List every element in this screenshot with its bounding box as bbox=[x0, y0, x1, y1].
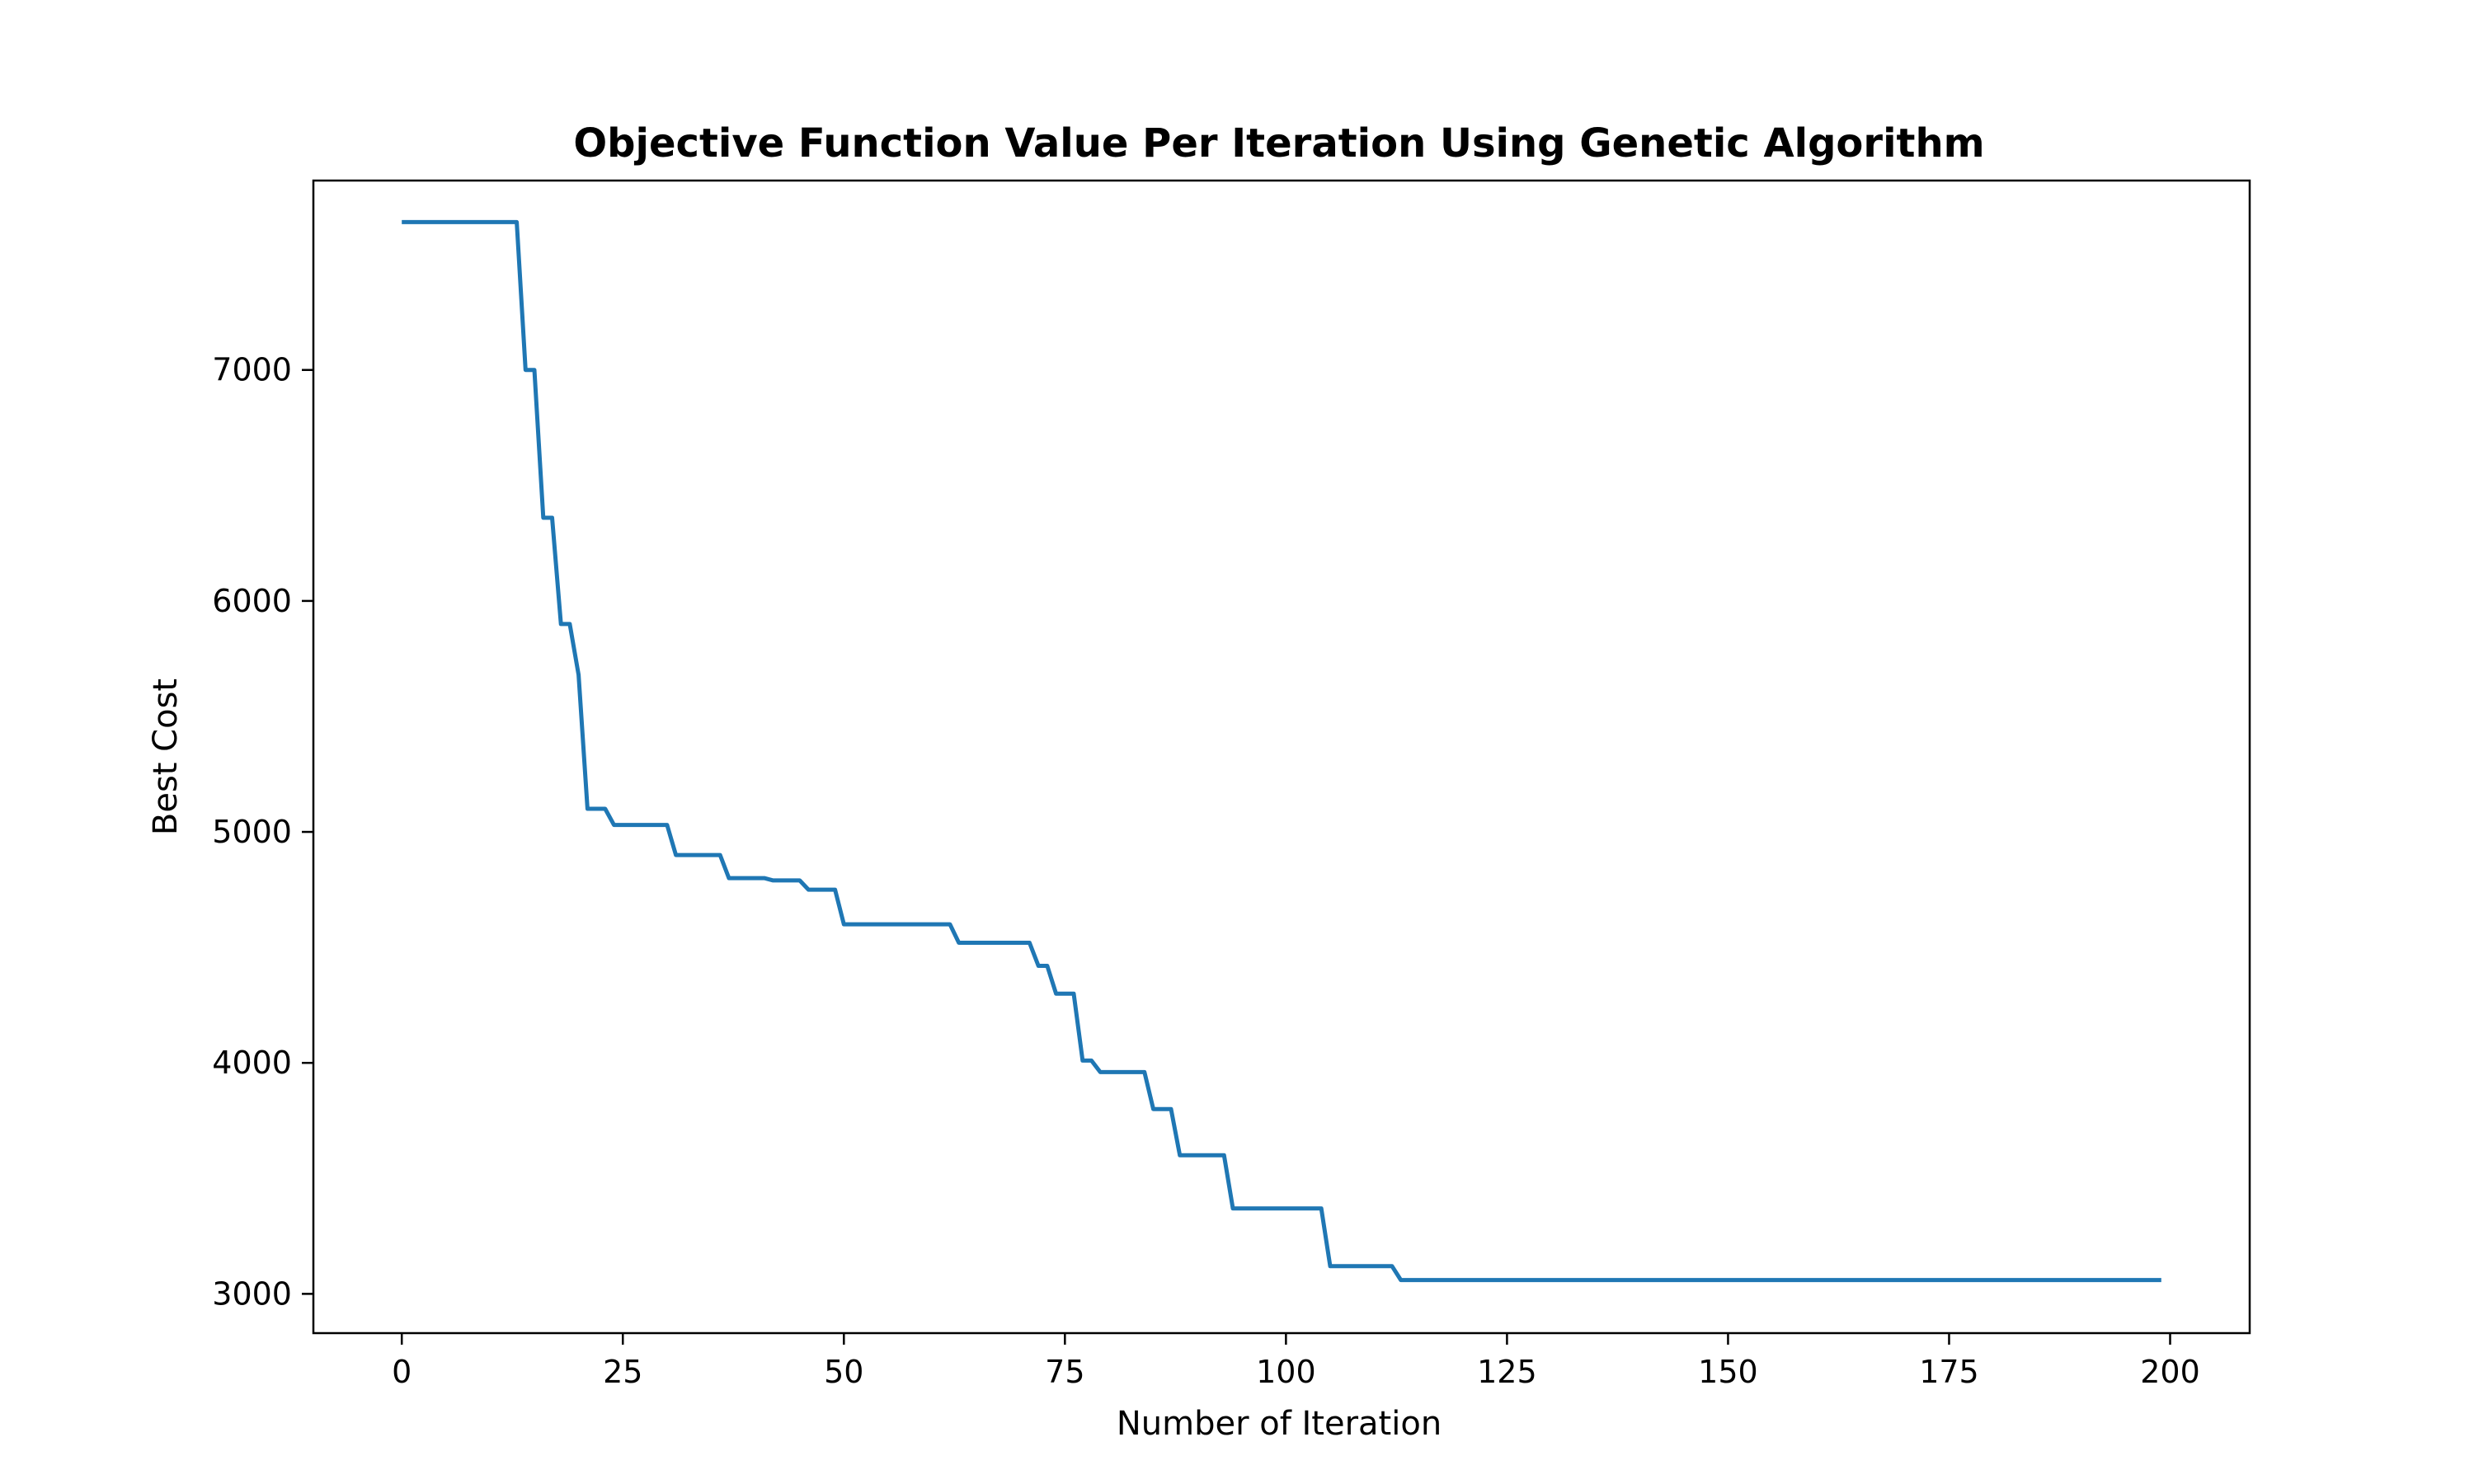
x-tick-label: 25 bbox=[603, 1354, 642, 1390]
x-axis: 0 25 50 75 100 125 150 175 200 bbox=[392, 1333, 2200, 1390]
plot-area bbox=[402, 219, 2161, 1283]
y-tick-label: 5000 bbox=[212, 814, 292, 850]
x-tick-label: 125 bbox=[1477, 1354, 1537, 1390]
x-tick-label: 50 bbox=[824, 1354, 863, 1390]
x-tick-label: 0 bbox=[392, 1354, 412, 1390]
x-tick-label: 175 bbox=[1919, 1354, 1979, 1390]
x-tick-label: 200 bbox=[2140, 1354, 2200, 1390]
y-axis-label: Best Cost bbox=[147, 679, 185, 835]
y-tick-label: 7000 bbox=[212, 352, 292, 388]
y-tick-label: 6000 bbox=[212, 583, 292, 619]
x-axis-label: Number of Iteration bbox=[1117, 1405, 1442, 1443]
x-tick-label: 75 bbox=[1045, 1354, 1084, 1390]
x-tick-label: 100 bbox=[1256, 1354, 1316, 1390]
y-tick-label: 4000 bbox=[212, 1045, 292, 1081]
x-tick-label: 150 bbox=[1698, 1354, 1758, 1390]
chart-title: Objective Function Value Per Iteration U… bbox=[573, 120, 1984, 167]
y-axis: 3000 4000 5000 6000 7000 bbox=[212, 352, 313, 1312]
y-tick-label: 3000 bbox=[212, 1275, 292, 1312]
series-line-0 bbox=[402, 219, 2161, 1283]
plot-frame bbox=[312, 179, 2251, 1335]
